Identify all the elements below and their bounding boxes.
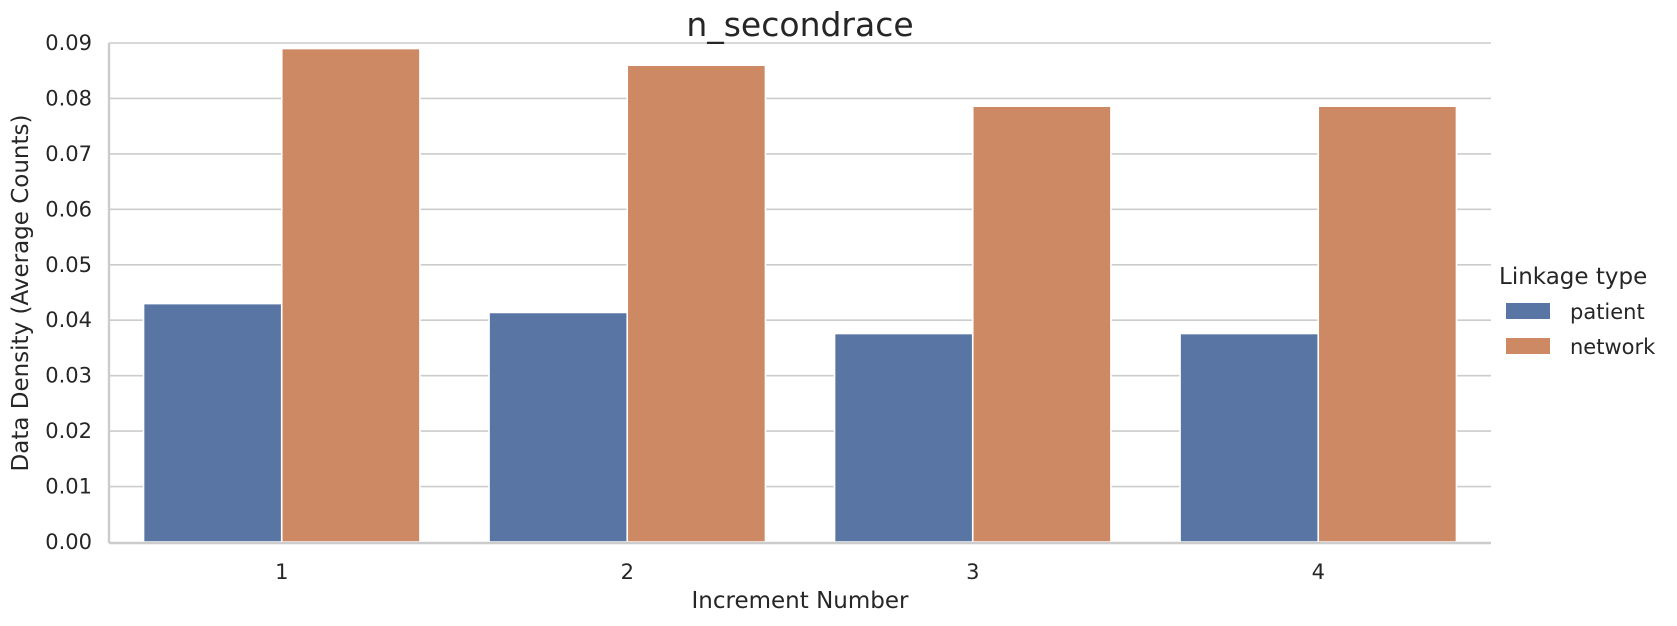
legend: Linkage type patient network [1499, 264, 1656, 359]
bar-network-1 [280, 47, 421, 543]
x-tick-label: 2 [621, 560, 634, 584]
y-tick-label: 0.08 [45, 86, 92, 110]
chart-title: n_secondrace [686, 5, 913, 44]
bar-layer [142, 47, 1458, 543]
bar-patient-1 [142, 302, 283, 543]
y-axis-title: Data Density (Average Counts) [8, 115, 34, 472]
bar-network-4 [1317, 105, 1458, 543]
legend-title: Linkage type [1499, 264, 1647, 290]
y-tick-label: 0.06 [45, 197, 92, 221]
y-tick-label: 0.09 [45, 31, 92, 55]
x-axis-title: Increment Number [692, 588, 910, 614]
y-tick-label: 0.03 [45, 364, 92, 388]
legend-label-patient: patient [1570, 300, 1645, 324]
y-tick-label: 0.05 [45, 253, 92, 277]
bar-patient-2 [488, 311, 629, 543]
x-tick-label: 3 [966, 560, 979, 584]
bar-network-3 [971, 105, 1112, 543]
bar-patient-3 [833, 332, 974, 543]
y-tick-label: 0.04 [45, 308, 92, 332]
y-tick-label: 0.00 [45, 530, 92, 554]
y-tick-label: 0.07 [45, 142, 92, 166]
bar-patient-4 [1179, 332, 1320, 543]
x-tick-label: 1 [275, 560, 288, 584]
axis-layer: 0.00 0.01 0.02 0.03 0.04 0.05 0.06 0.07 0.08 0.09… [45, 31, 1491, 584]
y-tick-label: 0.02 [45, 419, 92, 443]
y-tick-label: 0.01 [45, 475, 92, 499]
x-tick-label: 4 [1312, 560, 1325, 584]
bar-network-2 [626, 64, 767, 543]
legend-label-network: network [1570, 335, 1656, 359]
legend-items: patient network [1506, 300, 1656, 359]
legend-swatch-network [1506, 338, 1550, 354]
legend-swatch-patient [1506, 303, 1550, 319]
